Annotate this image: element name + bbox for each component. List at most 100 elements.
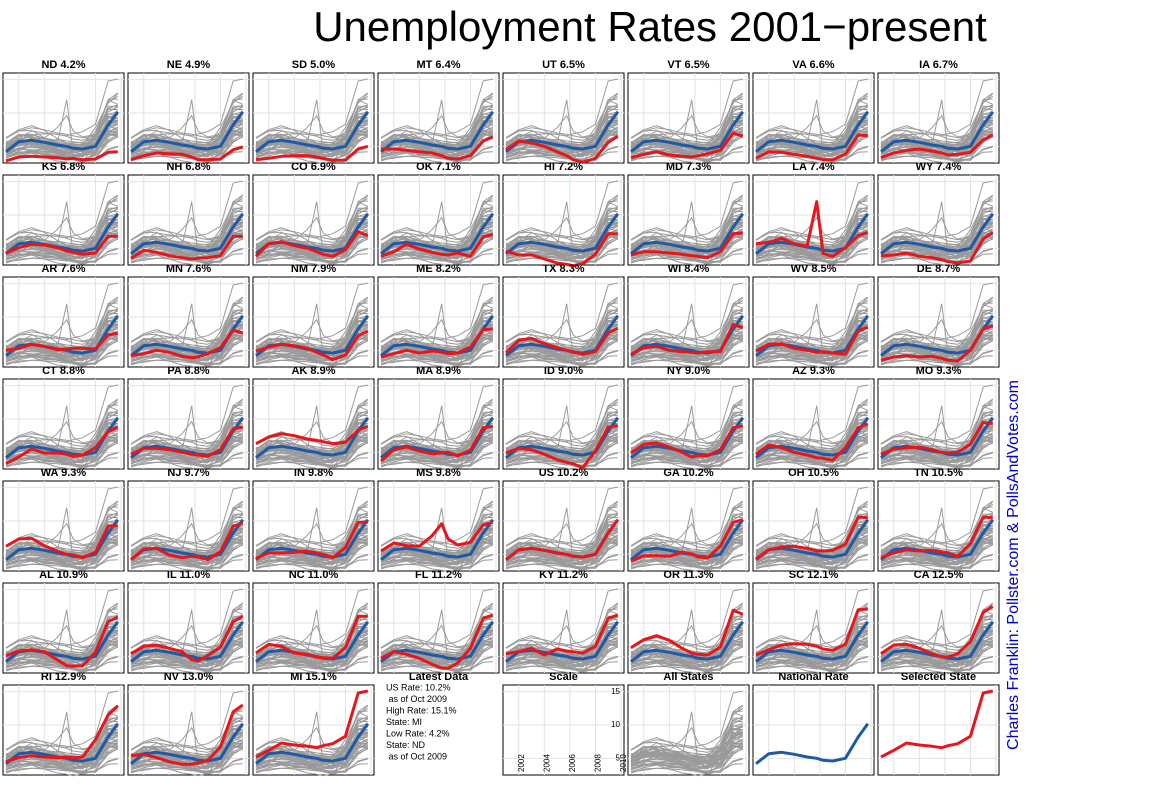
- background-line: [880, 99, 993, 146]
- state-line: [5, 704, 119, 764]
- background-line: [630, 507, 743, 554]
- background-line: [755, 296, 869, 357]
- background-line: [630, 486, 743, 554]
- background-line: [630, 690, 743, 758]
- state-line: [380, 613, 494, 670]
- background-line: [255, 398, 369, 459]
- state-line: [5, 615, 119, 668]
- background-line: [380, 104, 493, 159]
- background-line: [505, 512, 618, 567]
- background-line: [5, 588, 118, 656]
- panel-title: AZ 9.3%: [792, 365, 835, 377]
- background-line: [505, 588, 618, 656]
- state-line: [381, 135, 494, 161]
- background-line: [755, 194, 869, 255]
- state-line: [5, 234, 118, 256]
- national-line: [130, 110, 245, 153]
- panel-title: KS 6.8%: [42, 161, 86, 173]
- background-line: [755, 78, 868, 146]
- national-line: [880, 212, 995, 255]
- background-line: [5, 500, 119, 561]
- background-line: [630, 704, 744, 765]
- state-line: [880, 324, 994, 363]
- panel-title: SD 5.0%: [292, 59, 336, 71]
- background-line: [255, 486, 368, 554]
- background-line: [505, 303, 618, 350]
- state-line: [755, 422, 869, 462]
- background-line: [380, 410, 493, 465]
- x-tick-label: 2004: [542, 754, 551, 772]
- state-line: [755, 515, 868, 561]
- panel-title: Selected State: [901, 671, 976, 683]
- background-line: [130, 180, 243, 248]
- panel-title: NV 13.0%: [164, 671, 214, 683]
- state-line: [880, 515, 993, 560]
- national-line: [755, 722, 870, 765]
- panel-title: OH 10.5%: [788, 467, 839, 479]
- panel-title: KY 11.2%: [539, 569, 588, 581]
- panel-title: NH 6.8%: [166, 161, 210, 173]
- latest-line: State: ND: [386, 740, 426, 750]
- state-line: [255, 144, 369, 162]
- background-line: [380, 303, 493, 350]
- background-line: [255, 507, 368, 554]
- panel-title: DE 8.7%: [917, 263, 961, 275]
- background-line: [5, 99, 118, 146]
- background-line: [380, 282, 493, 350]
- state-line: [505, 232, 618, 268]
- panel-title: MO 9.3%: [916, 365, 962, 377]
- panel-title: TX 8.3%: [542, 263, 584, 275]
- background-line: [5, 486, 118, 554]
- panel-title: NC 11.0%: [289, 569, 339, 581]
- state-line: [880, 605, 994, 659]
- background-line: [505, 384, 618, 452]
- background-line: [755, 308, 868, 363]
- state-line: [630, 608, 744, 657]
- panel-title: WI 8.4%: [668, 263, 710, 275]
- background-line: [255, 716, 368, 771]
- background-line: [255, 602, 369, 663]
- panel-title: VA 6.6%: [792, 59, 834, 71]
- background-line: [880, 201, 993, 248]
- background-line: [755, 384, 868, 452]
- state-line: [755, 325, 869, 356]
- background-line: [380, 99, 493, 146]
- state-line: [255, 329, 369, 362]
- background-line: [380, 507, 493, 554]
- national-line: [380, 110, 495, 153]
- background-line: [630, 716, 743, 758]
- background-line: [505, 500, 619, 561]
- background-line: [505, 206, 618, 261]
- background-line: [630, 711, 743, 758]
- background-line: [880, 104, 993, 159]
- y-tick-label: 15: [611, 687, 620, 696]
- state-line: [505, 135, 619, 164]
- background-line: [630, 718, 744, 769]
- background-line: [130, 405, 243, 452]
- panel-title: WY 7.4%: [916, 161, 962, 173]
- background-line: [380, 500, 494, 561]
- background-line: [880, 282, 993, 350]
- background-line: [5, 296, 119, 357]
- background-line: [130, 609, 243, 656]
- state-line: [630, 131, 744, 160]
- national-line: [255, 110, 370, 153]
- chart-title: Unemployment Rates 2001−present: [313, 3, 987, 50]
- panel-title: NM 7.9%: [291, 263, 336, 275]
- background-line: [130, 92, 244, 153]
- panel-title: OR 11.3%: [663, 569, 713, 581]
- panel-title: FL 11.2%: [415, 569, 462, 581]
- panel-title: ID 9.0%: [544, 365, 583, 377]
- latest-line: Low Rate: 4.2%: [386, 728, 450, 738]
- state-line: [630, 518, 744, 563]
- panel-title: GA 10.2%: [663, 467, 714, 479]
- background-line: [630, 180, 743, 248]
- background-line: [380, 308, 493, 363]
- panel-title: TN 10.5%: [914, 467, 963, 479]
- latest-line: as of Oct 2009: [386, 751, 447, 761]
- panel-title: MD 7.3%: [666, 161, 711, 173]
- background-line: [880, 614, 993, 669]
- national-line: [755, 212, 870, 255]
- background-line: [630, 303, 743, 350]
- state-line: [630, 424, 744, 459]
